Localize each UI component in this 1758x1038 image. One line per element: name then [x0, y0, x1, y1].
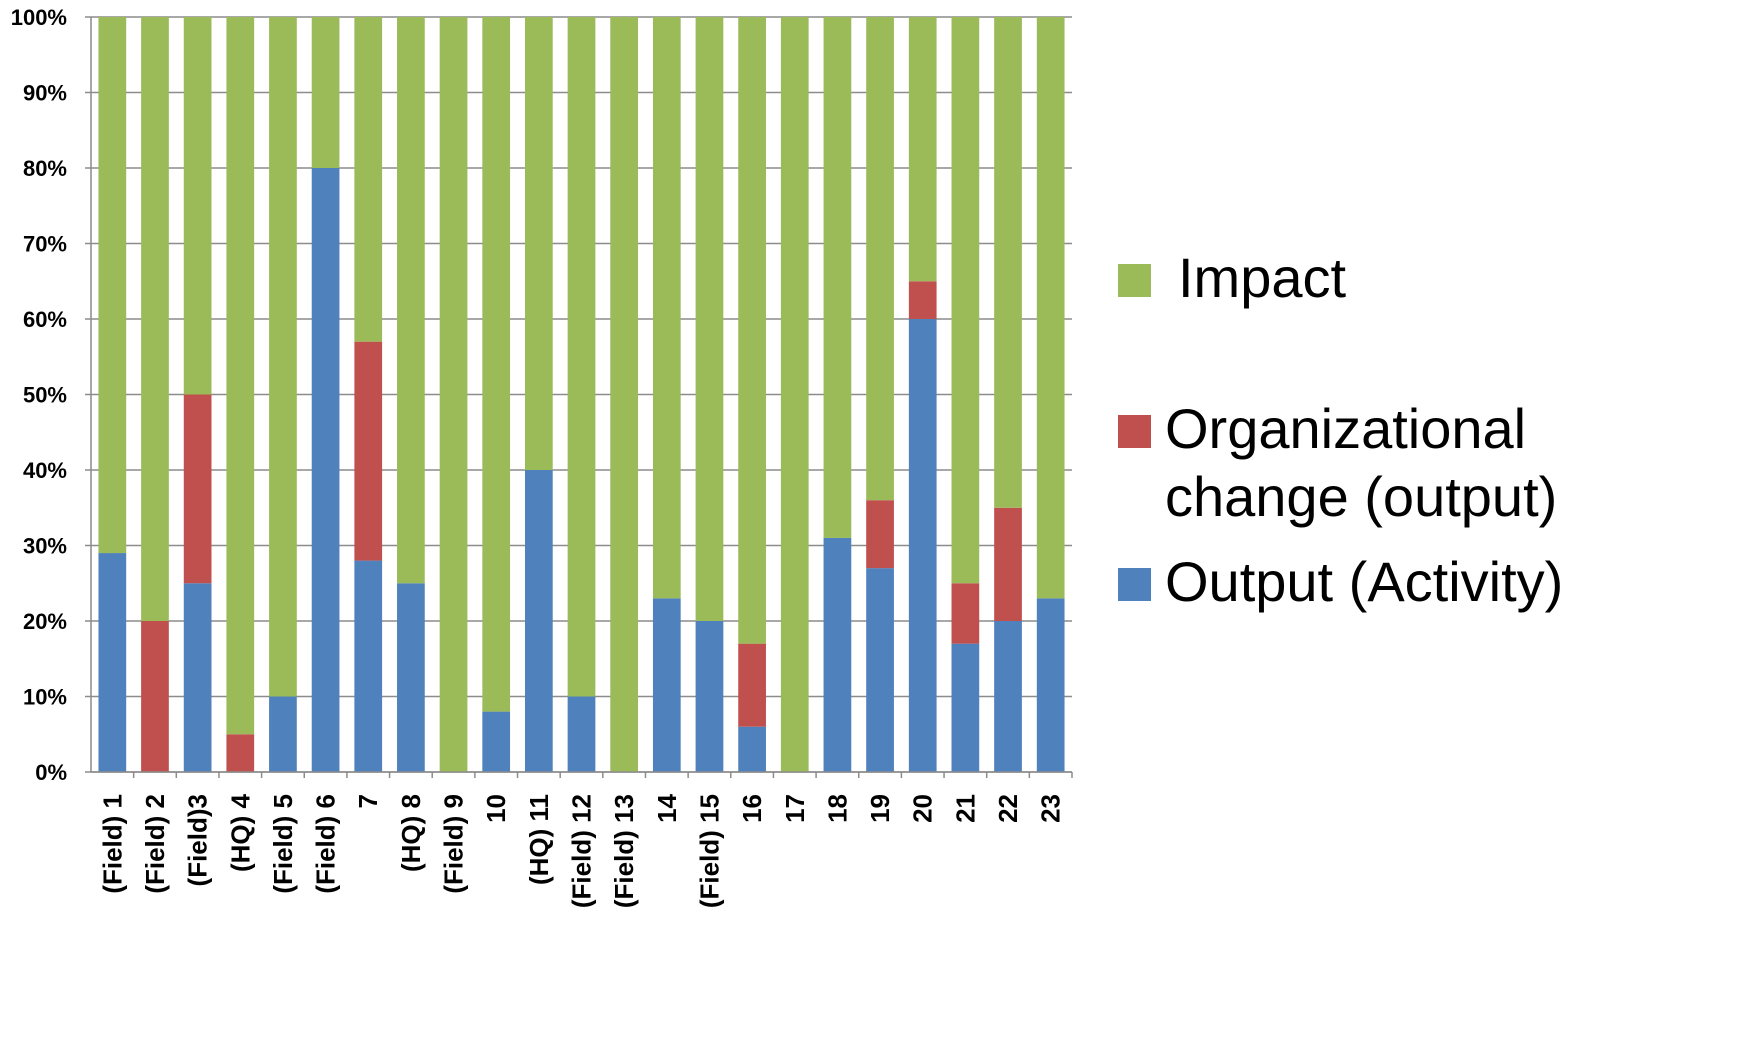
x-tick-label: (HQ) 11: [524, 794, 554, 885]
x-tick-label: (Field) 1: [97, 794, 127, 894]
bar-segment-output-activity-11: [524, 470, 553, 772]
y-tick-label: 90%: [23, 81, 67, 106]
bar-segment-impact-15: [695, 17, 724, 621]
x-tick-label: 17: [780, 794, 810, 823]
legend-label: Output (Activity): [1165, 550, 1563, 613]
legend-swatch-1: [1118, 264, 1151, 297]
bar-segment-impact-11: [524, 17, 553, 470]
x-tick-label: 21: [950, 794, 980, 823]
y-tick-label: 10%: [23, 685, 67, 710]
bar-segment-output-activity-8: [397, 583, 425, 772]
bar-segment-impact-16: [738, 17, 766, 644]
bar-segment-output-activity-15: [695, 621, 724, 772]
y-tick-label: 50%: [23, 383, 67, 408]
x-tick-label: 19: [865, 794, 895, 823]
x-tick-label: (Field) 12: [567, 794, 597, 908]
bar-segment-output-activity-3: [183, 583, 212, 772]
bar-segment-output-activity-18: [823, 537, 852, 772]
y-tick-label: 80%: [23, 156, 67, 181]
x-tick-label: 23: [1036, 794, 1066, 823]
bar-segment-output-activity-19: [866, 568, 894, 772]
bar-segment-impact-20: [908, 17, 937, 282]
y-tick-label: 60%: [23, 307, 67, 332]
x-tick-label: 16: [737, 794, 767, 823]
y-tick-labels: 0% 10% 20% 30% 40% 50% 60% 70% 80% 90% 100%: [11, 5, 67, 785]
bar-segment-impact-10: [482, 17, 511, 712]
bar-segment-organizational-change-output-16: [738, 643, 766, 727]
x-tick-label: (Field) 5: [268, 794, 298, 894]
bar-segment-organizational-change-output-21: [951, 583, 980, 644]
x-tick-label: (HQ) 4: [225, 793, 255, 872]
y-tick-label: 20%: [23, 609, 67, 634]
bar-segment-output-activity-23: [1036, 598, 1065, 772]
y-tick-label: 30%: [23, 534, 67, 559]
bar-segment-impact-18: [823, 17, 852, 538]
bar-segment-organizational-change-output-19: [866, 500, 894, 569]
bar-segment-output-activity-12: [567, 696, 596, 772]
bar-segment-impact-14: [652, 17, 681, 599]
bar-segment-output-activity-5: [269, 696, 297, 772]
bar-segment-output-activity-21: [951, 643, 980, 772]
bars: [98, 17, 1065, 772]
legend-swatch-2: [1118, 415, 1151, 448]
bar-segment-organizational-change-output-2: [141, 621, 169, 772]
x-tick-label: 22: [993, 794, 1023, 823]
x-tick-label: (Field) 6: [311, 794, 341, 894]
bar-segment-impact-19: [866, 17, 894, 501]
bar-segment-impact-23: [1036, 17, 1065, 599]
bar-segment-impact-9: [439, 17, 468, 772]
x-tick-label: 10: [481, 794, 511, 823]
bar-segment-impact-8: [397, 17, 425, 584]
bar-segment-impact-2: [141, 17, 169, 621]
bar-segment-impact-7: [354, 17, 383, 342]
bar-segment-output-activity-1: [98, 553, 127, 772]
axes: [85, 16, 1073, 778]
bar-segment-output-activity-6: [311, 168, 340, 772]
bar-segment-output-activity-7: [354, 560, 383, 772]
bar-segment-output-activity-10: [482, 711, 511, 772]
x-tick-label: 7: [353, 794, 383, 808]
y-tick-label: 0%: [35, 760, 67, 785]
bar-segment-organizational-change-output-4: [226, 734, 255, 772]
bar-segment-impact-6: [311, 17, 340, 168]
x-tick-label: 20: [908, 794, 938, 823]
bar-segment-organizational-change-output-22: [994, 507, 1022, 621]
x-tick-labels: (Field) 1 (Field) 2 (Field)3 (HQ) 4 (Field) …: [97, 793, 1065, 908]
bar-segment-output-activity-14: [652, 598, 681, 772]
x-tick-label: (Field) 9: [439, 794, 469, 894]
bar-segment-organizational-change-output-3: [183, 394, 212, 584]
y-tick-label: 70%: [23, 232, 67, 257]
bar-segment-impact-22: [994, 17, 1022, 508]
legend-swatch-3: [1118, 568, 1151, 601]
bar-segment-impact-17: [780, 17, 809, 772]
bar-segment-impact-1: [98, 17, 127, 554]
legend-label: Organizational: [1165, 397, 1526, 460]
bar-segment-output-activity-20: [908, 319, 937, 772]
x-tick-label: 14: [652, 793, 682, 822]
x-tick-label: (Field)3: [183, 794, 213, 886]
x-tick-label: (Field) 13: [609, 794, 639, 908]
bar-segment-organizational-change-output-20: [908, 281, 937, 319]
bar-segment-impact-13: [610, 17, 639, 772]
bar-segment-impact-4: [226, 17, 255, 735]
x-tick-label: (Field) 15: [694, 794, 724, 908]
legend-label: Impact: [1178, 246, 1346, 309]
x-tick-label: (Field) 2: [140, 794, 170, 894]
bar-segment-output-activity-16: [738, 726, 766, 772]
bar-segment-organizational-change-output-7: [354, 341, 383, 561]
bar-segment-impact-5: [269, 17, 297, 697]
x-tick-label: 18: [822, 794, 852, 823]
legend-label: change (output): [1165, 465, 1557, 528]
bar-segment-impact-12: [567, 17, 596, 697]
y-tick-label: 40%: [23, 458, 67, 483]
bar-segment-impact-3: [183, 17, 212, 395]
x-tick-label: (HQ) 8: [396, 794, 426, 872]
bar-segment-output-activity-22: [994, 621, 1022, 772]
y-tick-label: 100%: [11, 5, 67, 30]
bar-segment-impact-21: [951, 17, 980, 584]
